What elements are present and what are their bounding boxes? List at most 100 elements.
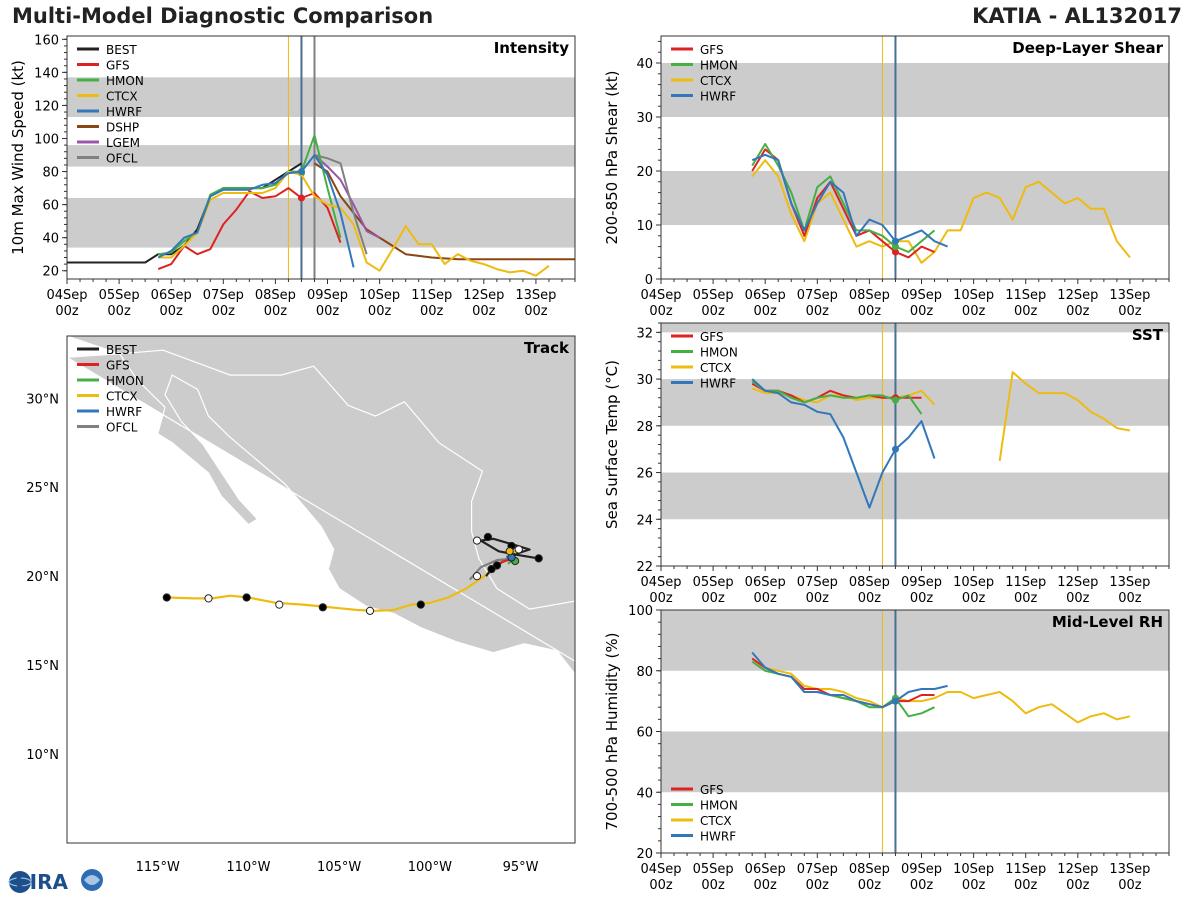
sst-legend-label-hwrf: HWRF <box>700 377 736 391</box>
track-position-marker <box>483 532 493 542</box>
track-position-marker <box>534 554 543 563</box>
rh-panel-title: Mid-Level RH <box>1052 613 1163 631</box>
shear-plot-area <box>661 36 1169 279</box>
track-position-marker <box>204 594 213 603</box>
rh-xtick-date: 06Sep <box>745 862 786 877</box>
track-position-marker <box>318 603 327 612</box>
intensity-xtick-hour: 00z <box>264 304 288 319</box>
intensity-series-dshp <box>313 162 575 261</box>
sst-xtick-date: 12Sep <box>1057 575 1098 590</box>
shear-xtick-date: 08Sep <box>849 288 890 303</box>
track-position-marker <box>487 564 496 574</box>
intensity-legend-label-hmon: HMON <box>106 74 144 88</box>
sst-series-hwrf <box>751 378 936 509</box>
sst-legend-label-hmon: HMON <box>700 346 738 360</box>
track-frame <box>66 335 576 844</box>
intensity-xtick-date: 13Sep <box>515 288 556 303</box>
track-lon-label: 100°W <box>408 860 452 875</box>
logo-globe-icon <box>9 871 31 893</box>
sst-plot-area <box>661 323 1169 566</box>
track-position-marker <box>365 606 375 615</box>
rh-legend-label-hwrf: HWRF <box>700 830 736 844</box>
intensity-xtick-hour: 00z <box>472 304 496 319</box>
track-legend-label-hwrf: HWRF <box>106 405 142 419</box>
rh-xtick-date: 13Sep <box>1109 862 1150 877</box>
track-lon-label: 110°W <box>226 860 270 875</box>
intensity-panel-title: Intensity <box>494 39 570 57</box>
rh-xtick-hour: 00z <box>1118 878 1142 893</box>
rh-xtick-date: 08Sep <box>849 862 890 877</box>
sst-ylabel: Sea Surface Temp (°C) <box>603 360 621 529</box>
sst-xtick-hour: 00z <box>754 591 778 606</box>
rh-xtick-hour: 00z <box>754 878 778 893</box>
shear-xtick-hour: 00z <box>1118 304 1142 319</box>
sst-xtick-hour: 00z <box>962 591 986 606</box>
sst-xtick-date: 04Sep <box>640 575 681 590</box>
shear-marker-hmon <box>891 243 899 251</box>
sst-xtick-date: 07Sep <box>797 575 838 590</box>
track-position-marker <box>416 600 425 609</box>
sst-ytick-label: 26 <box>636 467 653 482</box>
intensity-xtick-hour: 00z <box>55 304 79 319</box>
sst-ytick-label: 24 <box>636 513 653 528</box>
track-map-area <box>67 336 575 675</box>
shear-xtick-date: 06Sep <box>745 288 786 303</box>
track-lon-label: 95°W <box>503 860 539 875</box>
sst-xtick-hour: 00z <box>858 591 882 606</box>
intensity-xtick-date: 05Sep <box>99 288 140 303</box>
shear-xtick-hour: 00z <box>1014 304 1038 319</box>
intensity-xtick-date: 08Sep <box>255 288 296 303</box>
intensity-ytick-label: 80 <box>42 166 59 181</box>
track-position-marker <box>472 572 482 581</box>
rh-xtick-date: 12Sep <box>1057 862 1098 877</box>
shear-legend-label-gfs: GFS <box>700 43 724 57</box>
sst-ytick-label: 30 <box>636 373 653 388</box>
sst-ytick-label: 32 <box>636 326 653 341</box>
shear-xtick-date: 09Sep <box>901 288 942 303</box>
logo-text: CIRA <box>15 870 69 894</box>
intensity-xtick-hour: 00z <box>368 304 392 319</box>
intensity-legend-label-ofcl: OFCL <box>106 152 138 166</box>
sst-xtick-hour: 00z <box>806 591 830 606</box>
rh-ytick-label: 80 <box>636 665 653 680</box>
storm-title: KATIA - AL132017 <box>972 4 1182 28</box>
intensity-legend-label-gfs: GFS <box>106 59 130 73</box>
shear-xtick-hour: 00z <box>962 304 986 319</box>
sst-series-ctcx <box>998 371 1131 462</box>
shear-xtick-hour: 00z <box>701 304 725 319</box>
shear-ytick-label: 0 <box>645 273 653 288</box>
shear-panel: 01020304004Sep00z05Sep00z06Sep00z07Sep00… <box>603 35 1170 319</box>
shear-series-hwrf <box>751 153 948 248</box>
track-lat-label: 25°N <box>26 481 59 496</box>
rh-plot-area <box>661 610 1169 853</box>
sst-xtick-hour: 00z <box>649 591 673 606</box>
sst-xtick-date: 11Sep <box>1005 575 1046 590</box>
sst-xtick-hour: 00z <box>1066 591 1090 606</box>
intensity-xtick-hour: 00z <box>160 304 184 319</box>
sst-ytick-label: 28 <box>636 420 653 435</box>
page-title: Multi-Model Diagnostic Comparison <box>12 4 434 28</box>
sst-xtick-date: 10Sep <box>953 575 994 590</box>
intensity-marker-gfs <box>297 194 305 202</box>
sst-marker-hwrf <box>891 445 899 453</box>
sst-xtick-hour: 00z <box>701 591 725 606</box>
intensity-ylabel: 10m Max Wind Speed (kt) <box>9 60 27 255</box>
track-lat-label: 15°N <box>26 659 59 674</box>
rh-xtick-hour: 00z <box>1066 878 1090 893</box>
sst-xtick-date: 13Sep <box>1109 575 1150 590</box>
intensity-xtick-hour: 00z <box>212 304 236 319</box>
track-lat-label: 10°N <box>26 748 59 763</box>
rh-xtick-date: 07Sep <box>797 862 838 877</box>
track-position-marker <box>472 536 482 545</box>
track-legend-label-gfs: GFS <box>106 359 130 373</box>
shear-xtick-hour: 00z <box>1066 304 1090 319</box>
intensity-legend-label-dshp: DSHP <box>106 121 139 135</box>
shear-xtick-hour: 00z <box>910 304 934 319</box>
sst-xtick-hour: 00z <box>910 591 934 606</box>
sst-panel: 22242628303204Sep00z05Sep00z06Sep00z07Se… <box>603 322 1170 606</box>
intensity-series-ofcl <box>314 154 368 255</box>
intensity-ytick-label: 160 <box>34 33 59 48</box>
intensity-series-hwrf <box>157 154 355 268</box>
intensity-ytick-label: 40 <box>42 232 59 247</box>
rh-xtick-hour: 00z <box>806 878 830 893</box>
